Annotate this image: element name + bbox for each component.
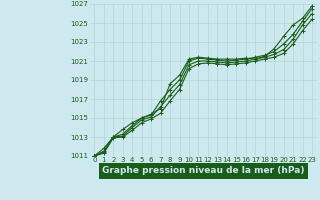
X-axis label: Graphe pression niveau de la mer (hPa): Graphe pression niveau de la mer (hPa) xyxy=(102,166,304,175)
